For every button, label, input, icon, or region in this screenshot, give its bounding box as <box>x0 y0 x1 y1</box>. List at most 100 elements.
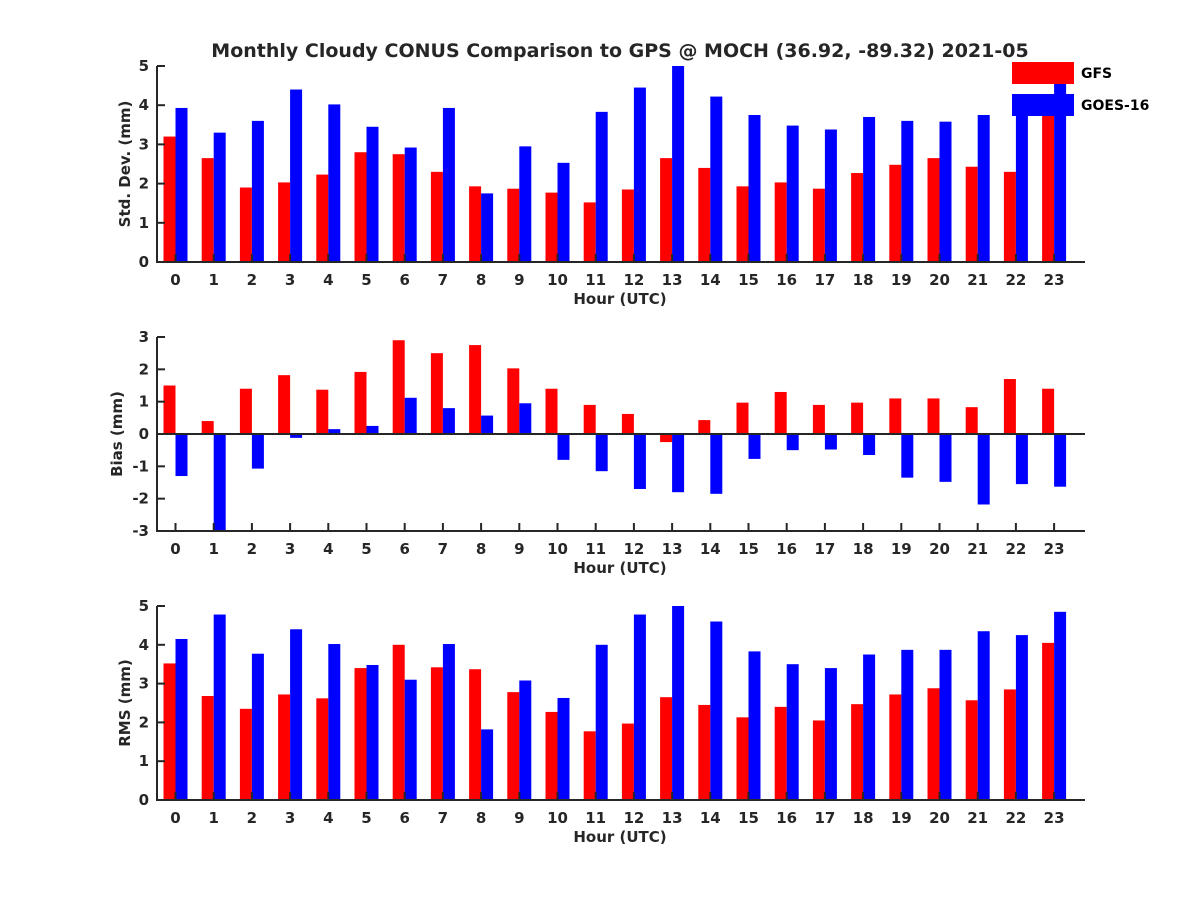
bar <box>354 668 367 800</box>
bar <box>672 606 685 800</box>
bar <box>672 66 685 262</box>
bar <box>1042 109 1055 263</box>
bar <box>927 398 940 434</box>
bar <box>851 173 864 262</box>
bar <box>1054 434 1067 487</box>
y-axis-label: Std. Dev. (mm) <box>116 101 134 228</box>
bar <box>889 398 902 434</box>
y-tick-label: 4 <box>139 636 149 654</box>
bar <box>660 434 673 443</box>
bar <box>175 434 188 477</box>
bar <box>710 96 723 263</box>
bar <box>812 404 825 434</box>
bar <box>430 171 443 262</box>
x-tick-label: 11 <box>585 540 606 558</box>
x-tick-label: 19 <box>891 540 912 558</box>
bar <box>1054 80 1067 262</box>
bar <box>851 704 864 800</box>
bar <box>1054 611 1067 800</box>
bar <box>328 644 341 800</box>
x-tick-label: 13 <box>662 271 683 289</box>
bar <box>1015 635 1028 800</box>
x-tick-label: 2 <box>247 271 257 289</box>
bar <box>519 403 532 434</box>
series-goes-16 <box>175 397 1067 531</box>
bar <box>1042 388 1055 434</box>
bar <box>481 729 494 800</box>
bar <box>1003 379 1016 434</box>
y-tick-label: -2 <box>132 490 149 508</box>
bar <box>354 152 367 262</box>
x-tick-label: 21 <box>967 271 988 289</box>
bar <box>442 408 455 434</box>
x-tick-label: 8 <box>476 271 486 289</box>
x-tick-label: 3 <box>285 809 295 827</box>
bar <box>698 704 711 800</box>
bar <box>672 434 685 493</box>
x-tick-label: 18 <box>853 809 874 827</box>
y-tick-label: 2 <box>139 360 149 378</box>
x-tick-label: 11 <box>585 271 606 289</box>
x-tick-label: 22 <box>1005 271 1026 289</box>
x-axis-label: Hour (UTC) <box>573 559 666 577</box>
x-tick-label: 14 <box>700 540 721 558</box>
bar <box>316 389 329 434</box>
y-tick-label: 1 <box>139 393 149 411</box>
bar <box>239 187 252 262</box>
y-tick-label: 3 <box>139 328 149 346</box>
bar <box>507 692 520 800</box>
bar <box>748 434 761 459</box>
x-tick-label: 5 <box>361 540 371 558</box>
x-tick-label: 1 <box>208 271 218 289</box>
bar <box>595 644 608 800</box>
x-tick-label: 0 <box>170 540 180 558</box>
bar <box>316 174 329 262</box>
x-tick-label: 3 <box>285 540 295 558</box>
bar <box>927 688 940 800</box>
bar <box>774 706 787 800</box>
bar <box>748 651 761 800</box>
bar <box>824 668 837 800</box>
bar <box>175 107 188 262</box>
y-tick-label: 0 <box>139 253 149 271</box>
chart-legend: GFS GOES-16 <box>1012 62 1149 116</box>
y-tick-label: 5 <box>139 57 149 75</box>
x-tick-label: 17 <box>814 809 835 827</box>
bar <box>201 158 214 262</box>
bar <box>633 87 646 262</box>
bar <box>621 723 634 800</box>
x-tick-label: 14 <box>700 809 721 827</box>
bar <box>965 166 978 262</box>
y-axis-label: Bias (mm) <box>108 391 126 477</box>
bar <box>469 345 482 434</box>
bar <box>251 653 264 800</box>
bar <box>557 697 570 800</box>
y-tick-label: 3 <box>139 675 149 693</box>
bar <box>251 120 264 262</box>
y-tick-label: 5 <box>139 597 149 615</box>
bar <box>863 116 876 263</box>
x-tick-label: 7 <box>438 809 448 827</box>
bar <box>736 402 749 434</box>
bar <box>786 125 799 262</box>
x-tick-label: 9 <box>514 540 524 558</box>
bar <box>239 388 252 434</box>
y-tick-label: 4 <box>139 96 149 114</box>
bar <box>175 638 188 800</box>
x-tick-label: 1 <box>208 809 218 827</box>
bar <box>328 104 341 262</box>
x-tick-label: 13 <box>662 809 683 827</box>
bar <box>290 434 303 438</box>
x-tick-label: 4 <box>323 809 333 827</box>
series-gfs <box>163 340 1055 443</box>
bar <box>939 121 952 262</box>
bar <box>251 434 264 469</box>
bar <box>901 434 914 478</box>
series-gfs <box>163 642 1055 800</box>
bar <box>583 731 596 800</box>
x-tick-label: 8 <box>476 540 486 558</box>
bar <box>545 711 558 800</box>
bar <box>621 189 634 262</box>
